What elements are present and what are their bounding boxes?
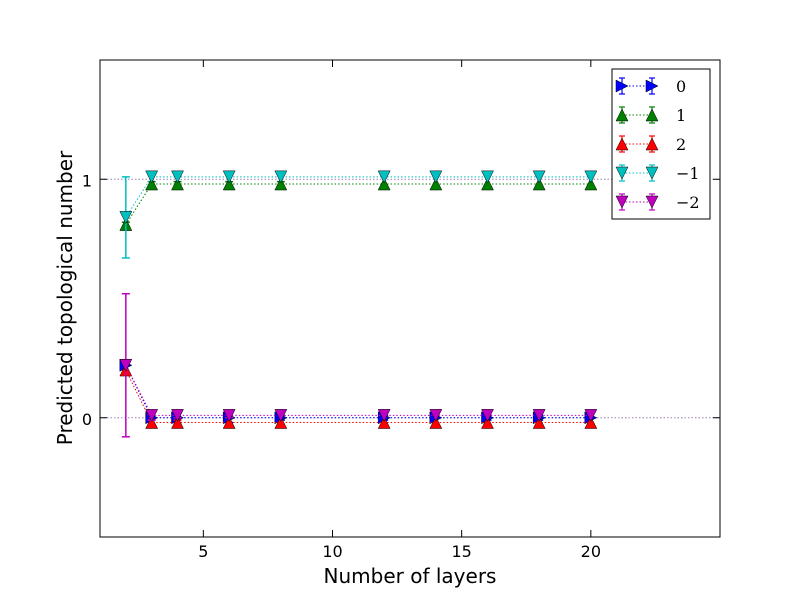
y-tick-label: 0	[82, 410, 92, 429]
legend: 0 1 2 −1 −2	[611, 68, 711, 220]
data-point	[481, 409, 494, 422]
series-line	[125, 365, 591, 419]
data-point	[429, 409, 443, 422]
series-4	[119, 170, 598, 259]
data-point	[429, 177, 443, 191]
legend-label: 2	[676, 135, 686, 154]
plot-frame	[99, 59, 721, 538]
legend-box	[611, 68, 711, 220]
legend-label: 0	[676, 77, 686, 96]
legend-label: −1	[676, 164, 700, 183]
legend-marker	[615, 79, 629, 93]
data-point	[145, 177, 159, 191]
data-point	[222, 177, 236, 191]
data-point	[481, 415, 494, 429]
data-point	[481, 170, 494, 184]
legend-label: −2	[676, 193, 700, 212]
x-axis-label: Number of layers	[324, 564, 497, 588]
legend-marker	[615, 137, 629, 151]
data-point	[274, 177, 288, 191]
data-point	[274, 415, 288, 429]
data-point	[377, 409, 391, 422]
y-tick-label: 1	[82, 171, 92, 190]
legend-marker	[615, 108, 629, 122]
data-point	[584, 409, 598, 422]
data-point	[377, 177, 391, 191]
series-2	[119, 177, 598, 231]
data-point	[377, 170, 391, 184]
x-tick-label: 20	[581, 542, 601, 561]
series-line	[125, 176, 591, 218]
x-tick-label: 10	[322, 542, 342, 561]
legend-item-3: 2	[615, 135, 686, 154]
data-point	[171, 170, 184, 184]
legend-item-1: 0	[615, 77, 686, 96]
legend-marker	[645, 108, 659, 122]
data-point	[145, 415, 159, 429]
legend-item-4: −1	[615, 164, 700, 183]
legend-marker	[645, 137, 659, 151]
data-point	[584, 415, 598, 429]
series-5	[119, 292, 598, 438]
data-point	[377, 415, 391, 429]
data-point	[171, 415, 184, 429]
data-point	[532, 415, 546, 429]
legend-marker	[645, 79, 659, 93]
data-point	[429, 170, 443, 184]
data-point	[119, 211, 133, 224]
x-tick-label: 5	[198, 542, 208, 561]
legend-label: 1	[676, 106, 686, 125]
legend-item-5: −2	[615, 193, 700, 212]
x-tick-label: 15	[451, 542, 471, 561]
data-point	[222, 170, 236, 184]
legend-marker	[645, 166, 659, 180]
data-point	[119, 359, 133, 372]
legend-item-2: 1	[615, 106, 686, 125]
series-layer	[119, 170, 598, 438]
data-point	[584, 170, 598, 184]
data-point	[145, 170, 159, 184]
legend-marker	[615, 166, 629, 180]
data-point	[171, 409, 184, 422]
data-point	[274, 170, 288, 184]
data-point	[274, 409, 288, 422]
data-point	[222, 409, 236, 422]
series-line	[125, 183, 591, 225]
data-point	[481, 177, 494, 191]
data-point	[532, 177, 546, 191]
legend-marker	[615, 195, 629, 209]
data-point	[532, 409, 546, 422]
legend-marker	[645, 195, 659, 209]
data-point	[171, 177, 184, 191]
data-point	[222, 415, 236, 429]
data-point	[532, 170, 546, 184]
data-point	[584, 177, 598, 191]
series-line	[125, 369, 591, 424]
data-point	[429, 415, 443, 429]
data-point	[145, 409, 159, 422]
y-axis-label: Predicted topological number	[53, 150, 77, 445]
